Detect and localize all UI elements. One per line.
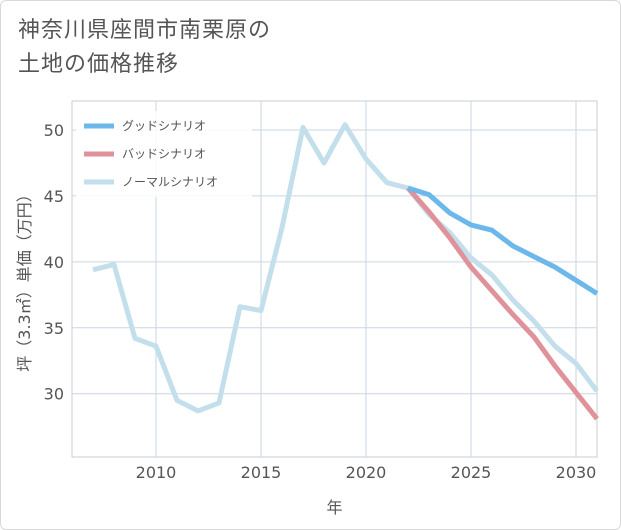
chart-title-line-1: 神奈川県座間市南栗原の [18,18,272,43]
chart-title: 神奈川県座間市南栗原の 土地の価格推移 [18,14,271,82]
legend-label: グッドシナリオ [122,119,206,133]
y-tick-label: 40 [44,253,64,272]
y-tick-label: 45 [44,187,64,206]
x-tick-label: 2015 [241,463,282,482]
series-line-1 [406,186,599,421]
x-tick-label: 2010 [136,463,177,482]
series-line-2 [92,122,599,414]
y-tick-label: 50 [44,121,64,140]
y-tick-label: 35 [44,319,64,338]
y-tick-label: 30 [44,385,64,404]
legend-label: バッドシナリオ [122,147,206,161]
series-line-0 [407,185,599,296]
x-axis-label: 年 [326,498,342,517]
chart-title-line-2: 土地の価格推移 [18,52,180,77]
y-axis-label: 坪（3.3㎡）単価（万円） [15,186,34,371]
x-tick-label: 2020 [346,463,387,482]
plot-frame [71,100,598,458]
x-tick-label: 2025 [451,463,492,482]
x-tick-label: 2030 [556,463,597,482]
legend-label: ノーマルシナリオ [122,175,218,189]
